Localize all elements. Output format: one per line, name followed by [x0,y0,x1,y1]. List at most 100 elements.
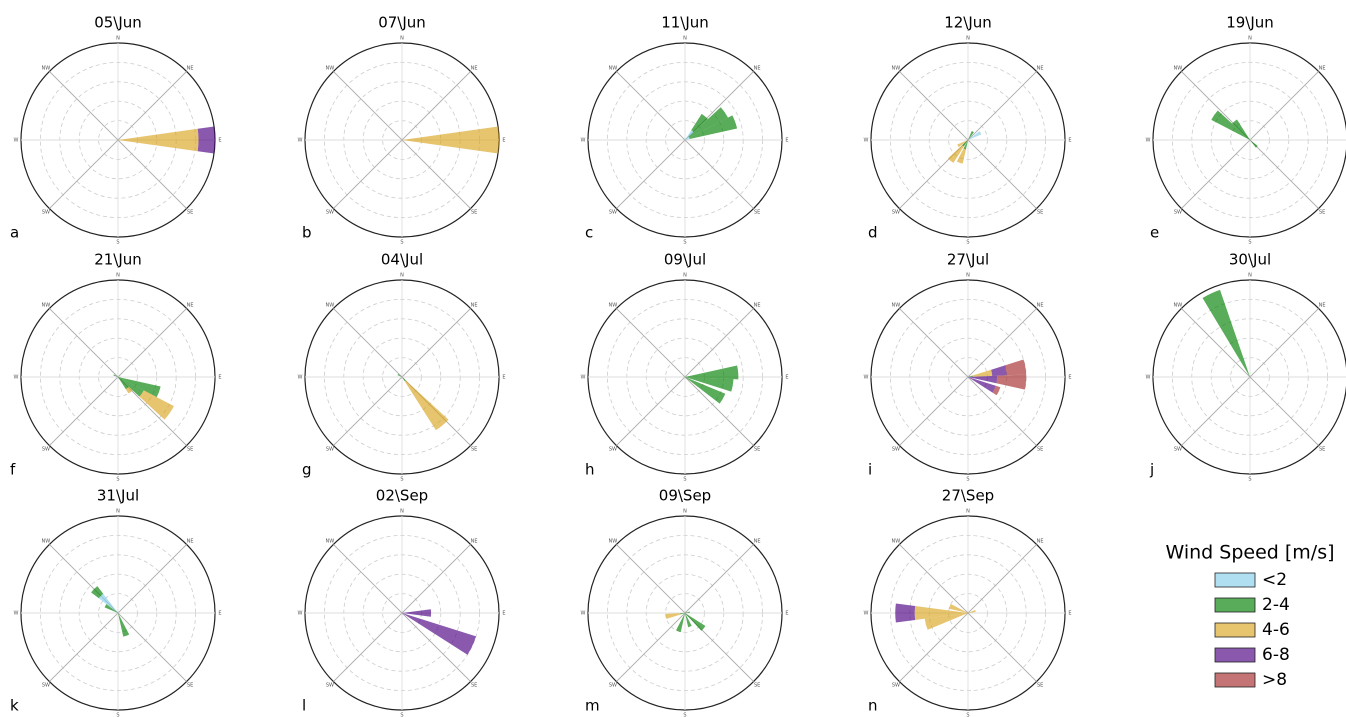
direction-label: SW [42,447,50,453]
direction-label: S [400,240,403,246]
direction-label: S [116,240,119,246]
panel-label: m [585,697,600,715]
sector-segment [895,603,916,623]
sector-segment [1202,289,1250,377]
direction-label: SW [609,447,617,453]
sector-segment [104,604,118,613]
direction-label: N [1248,273,1252,279]
direction-label: SW [42,210,50,216]
direction-label: NW [326,538,335,544]
direction-label: SW [892,447,900,453]
legend-swatch [1214,647,1256,663]
direction-label: N [683,36,687,42]
direction-label: NE [1037,538,1044,544]
direction-label: W [581,138,586,144]
sector-segment [665,613,681,619]
legend-swatch [1214,622,1256,638]
direction-label: E [218,375,221,381]
direction-label: NW [326,302,335,308]
sector-segment [125,386,133,394]
direction-label: S [683,240,686,246]
direction-label: E [785,138,788,144]
direction-label: S [966,713,969,717]
legend-swatch [1214,672,1256,688]
sector-segment [963,140,968,150]
direction-label: NE [1319,302,1326,308]
direction-label: NW [609,65,618,71]
sector-segment [996,374,1027,390]
direction-label: SE [1037,447,1043,453]
direction-label: SE [1037,210,1043,216]
direction-label: SE [471,447,477,453]
direction-label: SW [42,683,50,689]
panel-label: e [1150,224,1159,242]
sector-segment [118,613,130,637]
direction-label: SW [1174,447,1182,453]
chart-title: 12\Jun [944,14,992,32]
direction-label: N [966,36,970,42]
sector-segment [914,606,968,620]
legend-label: 2-4 [1262,595,1290,615]
direction-label: E [785,375,788,381]
chart-title: 07\Jun [378,14,426,32]
direction-label: NE [1037,302,1044,308]
panel-label: n [868,697,878,715]
sector-segment [98,593,118,613]
direction-label: SE [1037,683,1043,689]
sector-segment [685,377,734,392]
direction-label: SW [892,210,900,216]
legend-swatch [1214,597,1256,613]
chart-title: 02\Sep [376,487,428,505]
sector-segment [1005,359,1027,376]
sector-segment [691,113,708,133]
direction-label: NE [471,65,478,71]
direction-label: E [785,611,788,617]
sector-segment [685,611,690,613]
legend-label: 4-6 [1262,620,1290,640]
direction-label: N [400,36,404,42]
sector-segment [968,375,998,384]
direction-label: SE [754,683,760,689]
direction-label: NE [754,538,761,544]
direction-label: N [116,509,120,515]
panel-label: b [302,224,312,242]
sector-segment [118,377,129,390]
direction-label: S [116,477,119,483]
sector-segment [118,128,199,152]
direction-label: SE [471,683,477,689]
direction-label: NE [754,302,761,308]
legend-swatch [1214,572,1256,588]
direction-label: SE [471,210,477,216]
direction-label: W [14,375,19,381]
sector-segment [685,130,694,140]
direction-label: NW [42,538,51,544]
chart-title: 05\Jun [94,14,142,32]
panel-label: a [10,224,19,242]
chart-title: 09\Sep [659,487,711,505]
sector-segment [91,586,104,599]
direction-label: S [683,477,686,483]
direction-label: SW [892,683,900,689]
sector-segment [113,374,118,377]
direction-label: NW [609,302,618,308]
chart-title: 19\Jun [1226,14,1274,32]
sector-segment [404,380,449,431]
chart-title: 27\Jul [947,251,989,269]
direction-label: NW [42,65,51,71]
direction-label: E [502,138,505,144]
panel-label: h [585,461,595,479]
direction-label: NE [471,302,478,308]
direction-label: N [683,273,687,279]
direction-label: S [966,477,969,483]
direction-label: N [683,509,687,515]
sector-segment [402,126,499,154]
direction-label: W [581,375,586,381]
sector-segment [118,377,144,397]
direction-label: NW [1174,302,1183,308]
sector-segment [685,137,690,140]
direction-label: NE [187,65,194,71]
direction-label: N [966,273,970,279]
direction-label: SE [187,210,193,216]
direction-label: S [400,477,403,483]
panel-label: k [10,697,19,715]
